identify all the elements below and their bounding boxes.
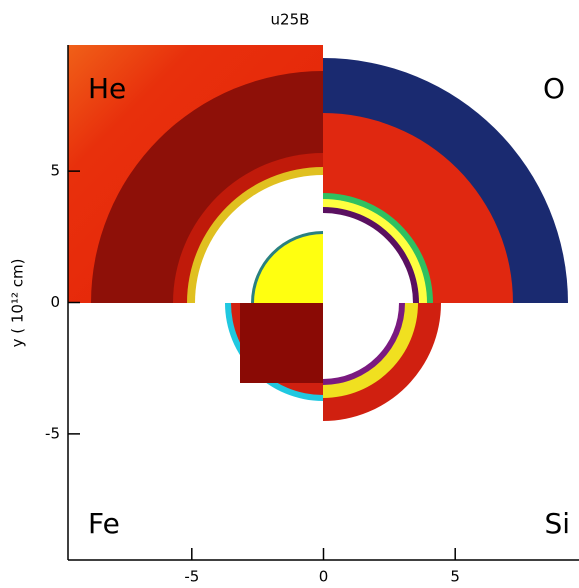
x-tick-label: 0 (319, 568, 329, 586)
chart-title: u25B (271, 11, 310, 29)
y-tick-label: 5 (50, 162, 60, 180)
x-tick-label: -5 (184, 568, 199, 586)
panel-label: O (543, 72, 565, 105)
panel-label: Fe (88, 507, 120, 540)
y-tick-label: 0 (50, 293, 60, 311)
y-tick-label: -5 (45, 424, 60, 442)
panel-label: He (88, 72, 126, 105)
simulation-image (68, 45, 568, 421)
y-axis-label: y ( 10¹² cm) (9, 259, 27, 348)
x-tick-label: 5 (450, 568, 460, 586)
panel-label: Si (544, 507, 570, 540)
